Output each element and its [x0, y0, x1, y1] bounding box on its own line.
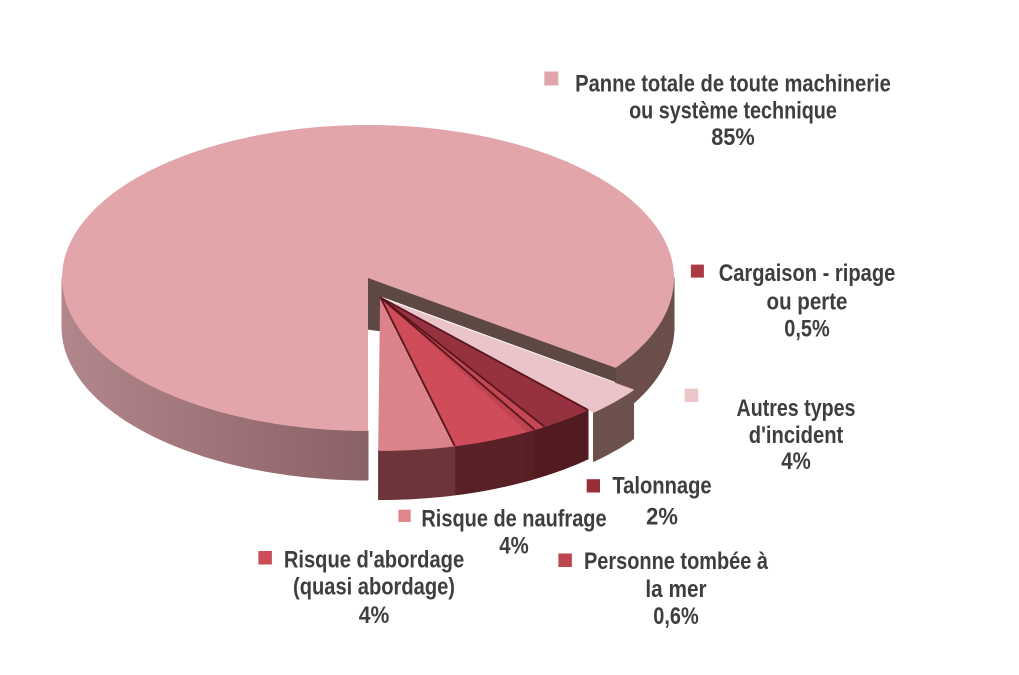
svg-text:0,6%: 0,6% [653, 603, 698, 630]
svg-text:Panne totale de toute machiner: Panne totale de toute machinerie [575, 71, 891, 98]
svg-text:Cargaison - ripage: Cargaison - ripage [719, 260, 896, 287]
svg-text:(quasi abordage): (quasi abordage) [293, 574, 455, 601]
svg-text:4%: 4% [499, 532, 528, 559]
svg-text:la mer: la mer [645, 576, 706, 603]
svg-text:ou perte: ou perte [767, 288, 848, 315]
svg-text:0,5%: 0,5% [784, 315, 829, 342]
svg-text:Talonnage: Talonnage [612, 473, 711, 500]
svg-text:2%: 2% [646, 504, 678, 531]
svg-text:4%: 4% [359, 602, 390, 629]
svg-text:Risque de naufrage: Risque de naufrage [421, 505, 606, 532]
svg-text:ou système technique: ou système technique [629, 97, 837, 124]
svg-text:Autres types: Autres types [737, 395, 856, 422]
svg-text:Personne tombée à: Personne tombée à [584, 548, 769, 575]
svg-text:Risque d'abordage: Risque d'abordage [284, 547, 464, 574]
svg-text:4%: 4% [781, 448, 811, 475]
svg-text:d'incident: d'incident [749, 422, 844, 449]
svg-text:85%: 85% [711, 124, 755, 151]
